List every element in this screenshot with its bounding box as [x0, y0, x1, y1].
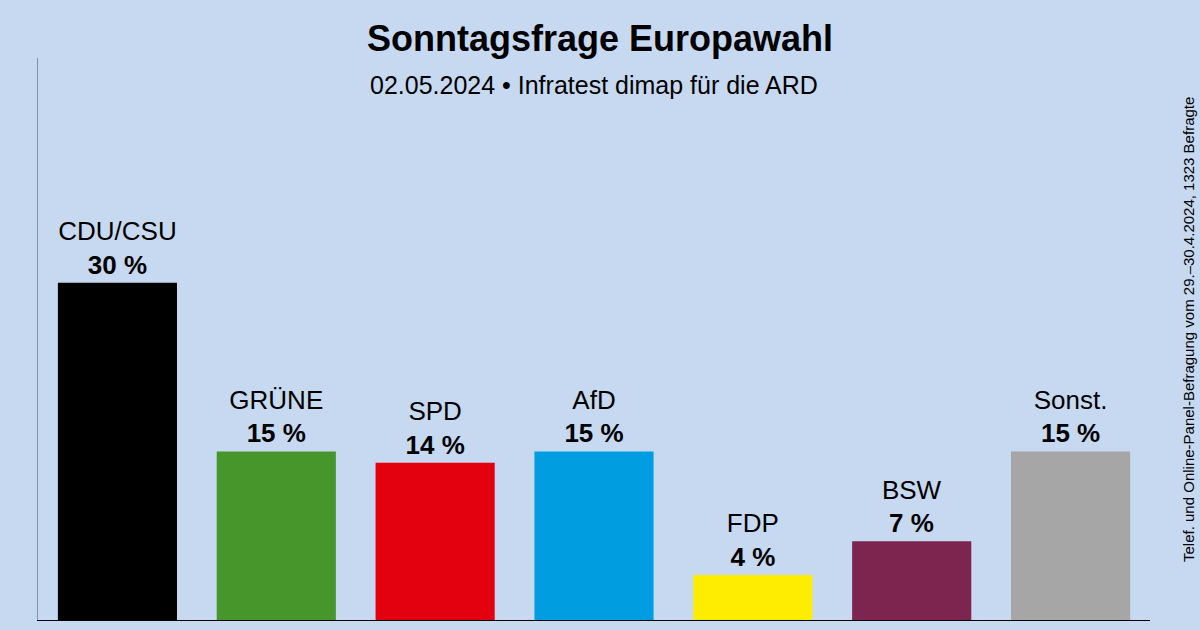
svg-text:AfD15 %: AfD15 %	[564, 385, 623, 449]
svg-text:Sonntagsfrage Europawahl: Sonntagsfrage Europawahl	[367, 18, 833, 59]
svg-text:SPD14 %: SPD14 %	[406, 396, 465, 460]
svg-text:Sonst.15 %: Sonst.15 %	[1034, 385, 1108, 449]
svg-text:GRÜNE15 %: GRÜNE15 %	[229, 385, 323, 449]
svg-text:BSW7 %: BSW7 %	[882, 475, 942, 539]
svg-text:Telef. und Online-Panel-Befrag: Telef. und Online-Panel-Befragung vom 29…	[1180, 97, 1197, 562]
svg-text:CDU/CSU30 %: CDU/CSU30 %	[58, 216, 176, 280]
svg-text:FDP4 %: FDP4 %	[727, 508, 779, 572]
svg-text:02.05.2024 • Infratest dimap f: 02.05.2024 • Infratest dimap für die ARD	[370, 71, 818, 99]
